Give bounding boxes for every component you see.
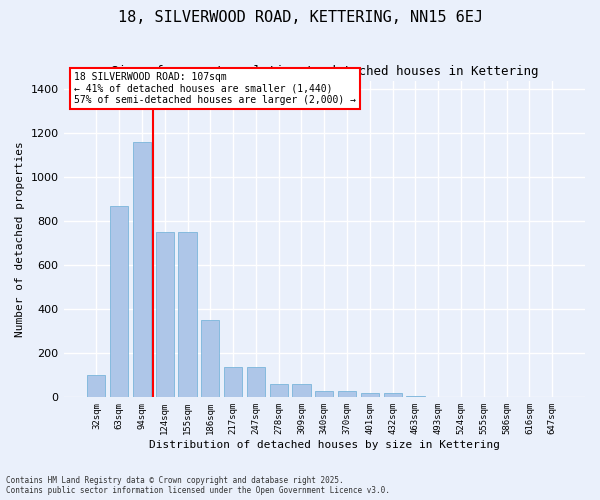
Text: Contains HM Land Registry data © Crown copyright and database right 2025.
Contai: Contains HM Land Registry data © Crown c… [6,476,390,495]
Bar [247,366,265,398]
Bar [110,206,128,398]
Bar [406,396,425,398]
Bar [383,393,402,398]
Bar [224,366,242,398]
Bar [292,384,311,398]
X-axis label: Distribution of detached houses by size in Kettering: Distribution of detached houses by size … [149,440,500,450]
Bar [178,232,197,398]
Text: 18 SILVERWOOD ROAD: 107sqm
← 41% of detached houses are smaller (1,440)
57% of s: 18 SILVERWOOD ROAD: 107sqm ← 41% of deta… [74,72,356,104]
Bar [201,320,220,398]
Bar [269,384,288,398]
Text: 18, SILVERWOOD ROAD, KETTERING, NN15 6EJ: 18, SILVERWOOD ROAD, KETTERING, NN15 6EJ [118,10,482,25]
Bar [133,142,151,398]
Bar [338,390,356,398]
Bar [155,232,174,398]
Bar [315,390,334,398]
Bar [87,376,106,398]
Bar [361,393,379,398]
Title: Size of property relative to detached houses in Kettering: Size of property relative to detached ho… [110,65,538,78]
Y-axis label: Number of detached properties: Number of detached properties [15,141,25,337]
